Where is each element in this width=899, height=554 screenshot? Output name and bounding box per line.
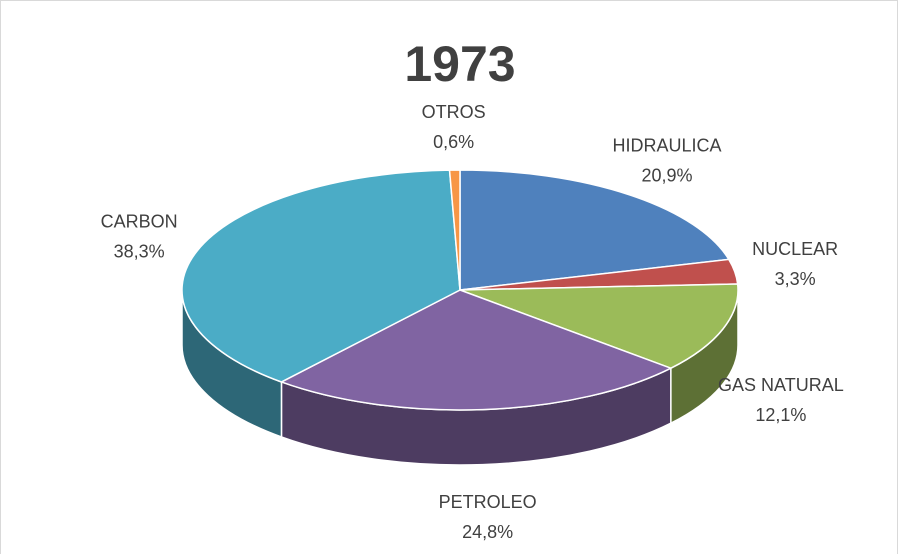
slice-label: HIDRAULICA (613, 135, 722, 155)
slice-value-label: 0,6% (433, 132, 474, 152)
slice-label: CARBON (101, 211, 178, 231)
slice-value-label: 38,3% (114, 241, 165, 261)
pie-slice (459, 283, 739, 370)
slice-label: NUCLEAR (752, 239, 838, 259)
pie-slice (181, 169, 461, 383)
chart-title: 1973 (404, 36, 515, 92)
pie-slice (448, 169, 461, 291)
slice-label: PETROLEO (439, 492, 537, 512)
slice-value-label: 20,9% (642, 165, 693, 185)
slice-label: GAS NATURAL (718, 375, 844, 395)
pie-slice (279, 289, 673, 411)
slice-value-label: 24,8% (462, 522, 513, 542)
pie-slice (459, 169, 731, 291)
slice-value-label: 3,3% (775, 269, 816, 289)
slice-value-label: 12,1% (755, 405, 806, 425)
slice-label: OTROS (422, 102, 486, 122)
